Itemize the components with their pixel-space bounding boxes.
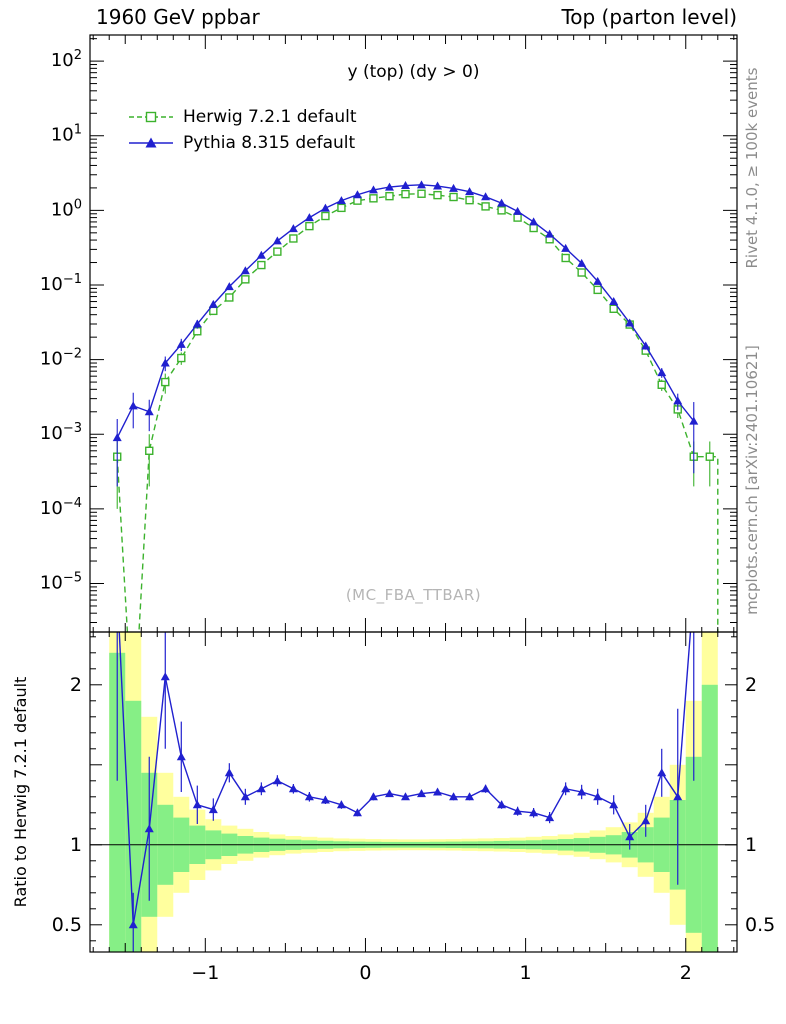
ratio-pythia-series bbox=[116, 632, 695, 952]
legend-label-herwig: Herwig 7.2.1 default bbox=[183, 107, 357, 127]
svg-text:−1: −1 bbox=[191, 962, 219, 984]
legend: Herwig 7.2.1 default Pythia 8.315 defaul… bbox=[128, 104, 357, 156]
svg-text:10−1: 10−1 bbox=[40, 272, 82, 295]
svg-text:1: 1 bbox=[70, 834, 82, 856]
legend-item-pythia: Pythia 8.315 default bbox=[128, 130, 357, 156]
svg-text:100: 100 bbox=[51, 197, 82, 220]
svg-text:10−4: 10−4 bbox=[40, 496, 82, 519]
svg-text:10−5: 10−5 bbox=[40, 570, 82, 593]
pythia-legend-marker bbox=[129, 137, 173, 148]
herwig-legend-marker bbox=[129, 111, 173, 123]
legend-label-pythia: Pythia 8.315 default bbox=[183, 133, 356, 153]
svg-text:0: 0 bbox=[359, 962, 371, 984]
svg-text:1: 1 bbox=[745, 834, 757, 856]
svg-text:1: 1 bbox=[520, 962, 532, 984]
svg-text:101: 101 bbox=[51, 123, 82, 146]
svg-text:2: 2 bbox=[745, 674, 757, 696]
svg-text:10−2: 10−2 bbox=[40, 347, 82, 370]
beam-energy-label: 1960 GeV ppbar bbox=[96, 5, 260, 29]
axis-ticks bbox=[90, 35, 737, 952]
process-label: Top (parton level) bbox=[561, 5, 737, 29]
svg-text:2: 2 bbox=[70, 674, 82, 696]
svg-text:102: 102 bbox=[51, 48, 82, 71]
main-series bbox=[112, 180, 719, 632]
plot-title: y (top) (dy > 0) bbox=[347, 62, 480, 82]
svg-text:10−3: 10−3 bbox=[40, 421, 82, 444]
watermark: (MC_FBA_TTBAR) bbox=[345, 586, 482, 604]
svg-text:0.5: 0.5 bbox=[745, 914, 775, 936]
legend-item-herwig: Herwig 7.2.1 default bbox=[128, 104, 357, 130]
svg-text:0.5: 0.5 bbox=[52, 914, 82, 936]
svg-text:2: 2 bbox=[680, 962, 692, 984]
